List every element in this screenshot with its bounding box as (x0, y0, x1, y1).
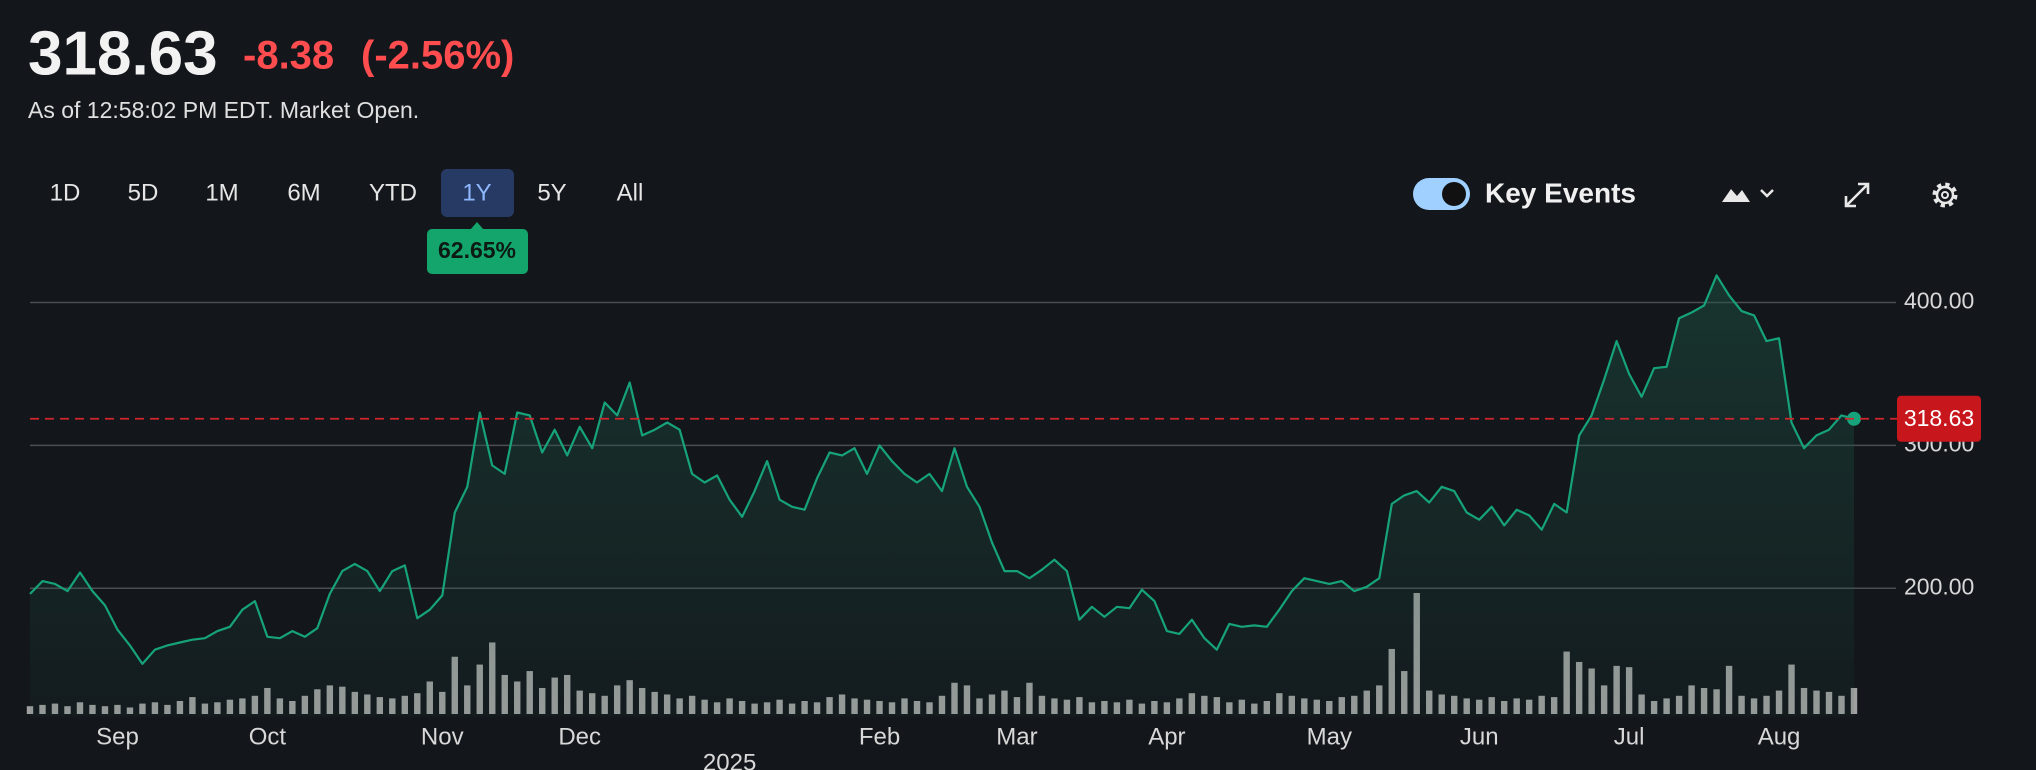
x-tick-label: Mar (996, 723, 1037, 750)
x-tick-label: Sep (96, 723, 139, 750)
x-tick-label: Jun (1460, 723, 1499, 750)
price-change: -8.38 (243, 34, 334, 78)
x-tick-label: Apr (1148, 723, 1185, 750)
gear-teeth[interactable] (1932, 182, 1958, 208)
y-tick-label: 200.00 (1904, 573, 1974, 599)
chart-type-icon[interactable] (1722, 189, 1750, 202)
current-price-badge (1897, 395, 1981, 442)
expand-icon[interactable] (1844, 182, 1870, 208)
return-badge (427, 229, 528, 274)
range-selector: 1D 5D 1M 6M YTD 1Y 5Y All 62.65% (50, 169, 644, 274)
price: 318.63 (28, 19, 218, 88)
return-label: 62.65% (438, 237, 516, 263)
toggle-knob[interactable] (1442, 182, 1466, 206)
settings-button[interactable] (1932, 182, 1958, 208)
x-year-label: 2025 (703, 749, 756, 770)
range-button[interactable]: All (617, 179, 644, 206)
x-tick-label: Oct (249, 723, 287, 750)
range-button[interactable]: YTD (369, 179, 417, 206)
chart-type-button[interactable] (1722, 189, 1774, 202)
x-tick-label: Aug (1758, 723, 1801, 750)
price-change-percent: (-2.56%) (361, 34, 514, 78)
x-tick-label: Dec (558, 723, 601, 750)
range-button[interactable]: 5D (128, 179, 159, 206)
return-pointer (470, 222, 484, 230)
x-tick-label: Jul (1614, 723, 1645, 750)
gear-ring[interactable] (1935, 185, 1955, 205)
range-selected-bg[interactable] (441, 169, 514, 217)
y-tick-label: 400.00 (1904, 288, 1974, 314)
key-events-label[interactable]: Key Events (1485, 177, 1636, 208)
gear-hub[interactable] (1941, 191, 1949, 199)
range-button[interactable]: 1D (50, 179, 81, 206)
x-tick-label: May (1307, 723, 1352, 750)
chevron-icon[interactable] (1760, 189, 1774, 198)
range-button[interactable]: 6M (287, 179, 320, 206)
current-price-label: 318.63 (1904, 405, 1974, 431)
key-events-toggle[interactable]: Key Events (1413, 177, 1636, 210)
range-button[interactable]: 5Y (537, 179, 566, 206)
x-tick-label: Feb (859, 723, 900, 750)
range-button[interactable]: 1M (205, 179, 238, 206)
expand-button[interactable] (1844, 182, 1870, 208)
price-line (29, 274, 1855, 665)
x-tick-label: Nov (421, 723, 464, 750)
range-button[interactable]: 1Y (462, 179, 491, 206)
price-area (30, 275, 1854, 717)
timestamp: As of 12:58:02 PM EDT. Market Open. (28, 97, 419, 123)
